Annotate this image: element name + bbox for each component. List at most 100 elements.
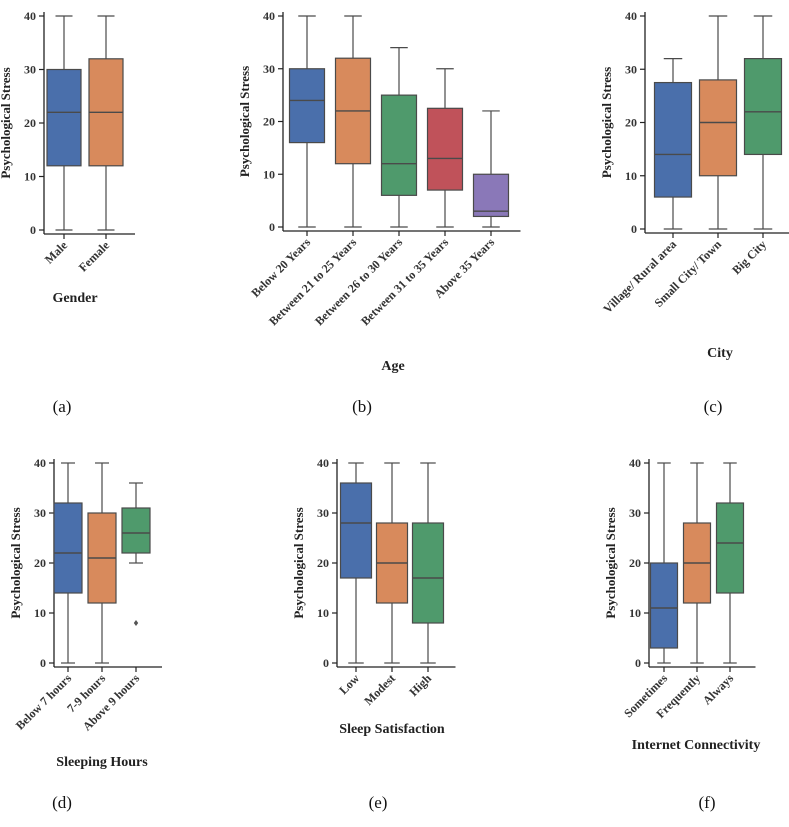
box-4: [426, 68, 464, 228]
x-tick-label: Below 7 hours: [13, 671, 75, 733]
box-iqr: [426, 107, 464, 191]
y-axis-label: Psychological Stress: [603, 507, 618, 618]
y-tick-label: 0: [30, 223, 36, 237]
panel-label: (a): [53, 397, 72, 416]
box-2: [375, 462, 409, 664]
x-axis-label: Gender: [52, 291, 97, 306]
box-2: [698, 15, 738, 230]
y-tick-label: 20: [263, 115, 275, 129]
y-tick-label: 0: [40, 656, 46, 670]
x-tick-label: Modest: [361, 671, 398, 708]
panel-5: 0 10 20 30 40 Psychological Stress Low Modest Hi…: [291, 456, 456, 812]
y-tick-label: 30: [34, 506, 46, 520]
y-tick-label: 10: [317, 606, 329, 620]
box-2: [87, 462, 117, 664]
box-5: [472, 110, 510, 228]
y-tick-label: 40: [625, 9, 637, 23]
box-3: [715, 462, 745, 664]
x-axis-label: City: [707, 346, 733, 361]
x-axis-label: Age: [381, 359, 404, 374]
y-tick-label: 0: [631, 222, 637, 236]
box-2: [682, 462, 712, 664]
box-iqr: [121, 507, 151, 554]
x-axis-label: Sleeping Hours: [56, 755, 148, 770]
box-2: [334, 15, 372, 228]
y-tick-label: 20: [24, 116, 36, 130]
box-iqr: [288, 68, 326, 144]
y-axis-label: Psychological Stress: [0, 67, 13, 178]
box-1: [653, 57, 693, 230]
outlier-point: [133, 620, 139, 626]
x-tick-label: Between 31 to 35 Years: [358, 235, 451, 328]
y-tick-label: 40: [317, 456, 329, 470]
y-tick-label: 10: [625, 169, 637, 183]
panel-label: (c): [704, 397, 723, 416]
box-iqr: [653, 81, 693, 198]
panel-4: 0 10 20 30 40 Psychological Stress Below 7 hou…: [8, 456, 162, 812]
box-iqr: [46, 68, 82, 167]
y-tick-label: 0: [323, 656, 329, 670]
panel-label: (b): [352, 397, 372, 416]
y-tick-label: 30: [263, 62, 275, 76]
box-1: [288, 15, 326, 228]
y-tick-label: 0: [269, 220, 275, 234]
y-tick-label: 40: [629, 456, 641, 470]
box-iqr: [53, 502, 83, 594]
box-iqr: [743, 57, 783, 156]
box-3: [743, 15, 783, 230]
x-tick-label: Low: [336, 671, 362, 697]
panel-1: 0 10 20 30 40 Psychological Stress Male Female G…: [0, 9, 135, 416]
y-axis-label: Psychological Stress: [237, 66, 252, 177]
x-tick-label: Big City: [729, 237, 769, 277]
y-tick-label: 30: [625, 62, 637, 76]
y-tick-label: 40: [263, 9, 275, 23]
x-axis-label: Sleep Satisfaction: [339, 722, 445, 737]
x-tick-label: Between 26 to 30 Years: [312, 235, 405, 328]
box-iqr: [380, 94, 418, 196]
y-tick-label: 30: [629, 506, 641, 520]
panel-label: (e): [369, 793, 388, 812]
x-tick-label: Male: [42, 238, 71, 267]
box-1: [53, 462, 83, 664]
y-tick-label: 20: [34, 556, 46, 570]
x-tick-label: Village/ Rural area: [600, 237, 679, 316]
box-iqr: [411, 522, 445, 624]
x-tick-label: Always: [700, 671, 737, 708]
panel-label: (f): [699, 793, 716, 812]
y-tick-label: 20: [629, 556, 641, 570]
y-tick-label: 10: [34, 606, 46, 620]
x-tick-label: High: [406, 671, 434, 699]
x-axis-label: Internet Connectivity: [632, 738, 761, 753]
box-2: [88, 15, 124, 231]
x-tick-label: Between 21 to 25 Years: [266, 235, 359, 328]
box-iqr: [715, 502, 745, 594]
y-axis-label: Psychological Stress: [599, 67, 614, 178]
box-3: [411, 462, 445, 664]
box-iqr: [698, 79, 738, 177]
y-tick-label: 30: [317, 506, 329, 520]
y-tick-label: 10: [263, 167, 275, 181]
box-iqr: [339, 482, 373, 579]
box-iqr: [649, 562, 679, 649]
y-axis-label: Psychological Stress: [291, 507, 306, 618]
x-tick-label: Female: [76, 238, 113, 275]
y-tick-label: 30: [24, 63, 36, 77]
y-tick-label: 40: [34, 456, 46, 470]
box-3: [380, 47, 418, 228]
panel-label: (d): [52, 793, 72, 812]
box-3: [121, 482, 151, 626]
y-tick-label: 0: [635, 656, 641, 670]
box-1: [649, 462, 679, 664]
y-tick-label: 20: [317, 556, 329, 570]
y-tick-label: 10: [24, 170, 36, 184]
y-tick-label: 20: [625, 116, 637, 130]
box-1: [339, 462, 373, 664]
box-iqr: [472, 173, 510, 218]
panel-3: 0 10 20 30 40 Psychological Stress Village/ Ru…: [599, 9, 789, 416]
y-axis-label: Psychological Stress: [8, 507, 23, 618]
y-tick-label: 40: [24, 9, 36, 23]
box-1: [46, 15, 82, 231]
